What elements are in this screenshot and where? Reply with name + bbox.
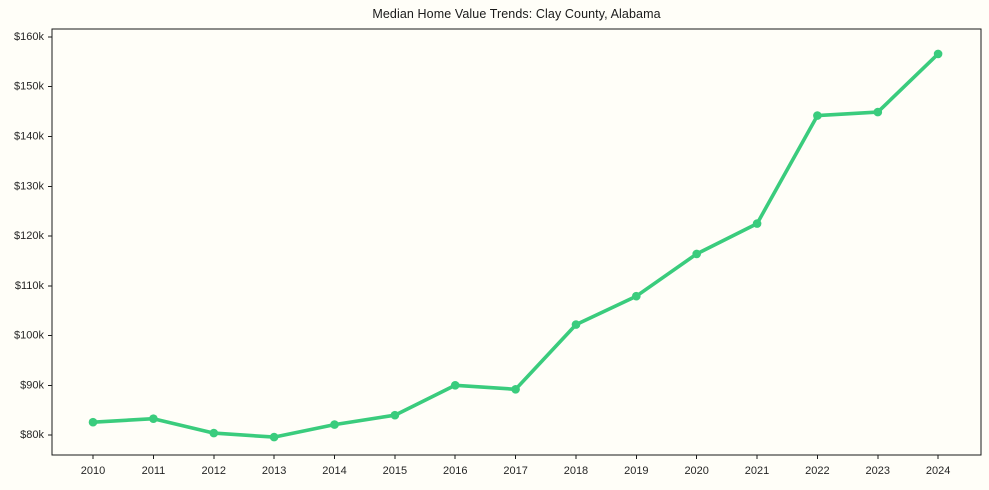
x-tick-label: 2024 <box>926 465 950 477</box>
x-tick-label: 2016 <box>443 465 467 477</box>
data-point-marker <box>149 414 158 424</box>
data-point-marker <box>873 107 883 117</box>
data-point-marker <box>632 291 641 301</box>
data-point-marker <box>933 49 943 59</box>
data-point-marker <box>269 432 279 442</box>
x-tick-label: 2022 <box>805 465 829 477</box>
x-tick-label: 2021 <box>745 465 769 477</box>
x-tick-label: 2013 <box>262 465 286 477</box>
x-tick-label: 2011 <box>142 465 166 477</box>
data-point-marker <box>390 410 400 420</box>
x-tick-label: 2019 <box>624 465 648 477</box>
x-tick-label: 2010 <box>81 465 105 477</box>
y-tick-label: $110k <box>15 280 45 292</box>
data-point-marker <box>571 320 581 329</box>
data-point-marker <box>209 428 219 438</box>
y-tick-label: $150k <box>14 81 44 93</box>
x-tick-label: 2012 <box>202 465 226 477</box>
x-tick-label: 2018 <box>564 465 588 477</box>
x-tick-label: 2015 <box>383 465 407 477</box>
data-point-marker <box>752 219 762 228</box>
data-point-marker <box>511 385 520 394</box>
x-tick-label: 2017 <box>503 465 527 477</box>
y-tick-label: $140k <box>14 130 44 142</box>
data-point-marker <box>88 417 98 427</box>
y-tick-label: $90k <box>20 379 44 391</box>
x-tick-label: 2023 <box>866 465 890 477</box>
y-tick-label: $130k <box>14 180 44 192</box>
x-tick-label: 2020 <box>684 465 708 477</box>
data-point-marker <box>450 381 460 390</box>
data-point-marker <box>813 111 822 120</box>
y-tick-label: $160k <box>14 31 44 43</box>
x-tick-label: 2014 <box>322 465 346 477</box>
y-tick-label: $120k <box>14 230 44 242</box>
plot-border <box>51 28 982 456</box>
data-point-marker <box>330 420 339 429</box>
data-point-marker <box>692 249 701 259</box>
chart-title: Median Home Value Trends: Clay County, A… <box>372 7 661 21</box>
y-tick-label: $100k <box>14 330 44 342</box>
y-tick-label: $80k <box>20 429 44 441</box>
series-line <box>91 52 940 439</box>
